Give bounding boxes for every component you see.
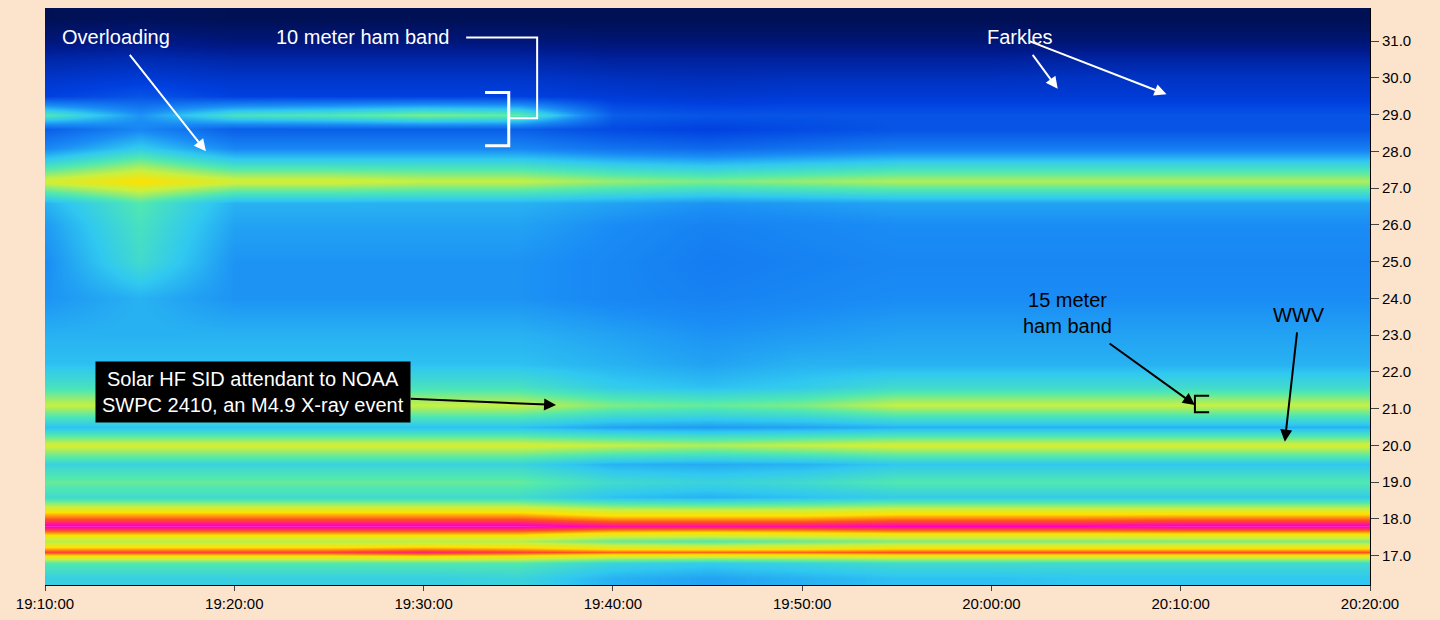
- svg-text:19:40:00: 19:40:00: [584, 595, 642, 612]
- svg-text:19:50:00: 19:50:00: [773, 595, 831, 612]
- svg-text:19.0: 19.0: [1382, 473, 1411, 490]
- svg-text:23.0: 23.0: [1382, 326, 1411, 343]
- svg-text:29.0: 29.0: [1382, 106, 1411, 123]
- svg-text:Solar HF SID attendant to NOAA: Solar HF SID attendant to NOAASWPC 2410,…: [102, 368, 404, 416]
- svg-text:17.0: 17.0: [1382, 547, 1411, 564]
- svg-text:Overloading: Overloading: [62, 26, 170, 48]
- svg-text:26.0: 26.0: [1382, 216, 1411, 233]
- svg-text:28.0: 28.0: [1382, 143, 1411, 160]
- svg-text:19:20:00: 19:20:00: [205, 595, 263, 612]
- svg-text:19:10:00: 19:10:00: [16, 595, 74, 612]
- svg-text:19:30:00: 19:30:00: [394, 595, 452, 612]
- svg-text:24.0: 24.0: [1382, 290, 1411, 307]
- svg-text:20:10:00: 20:10:00: [1152, 595, 1210, 612]
- svg-text:31.0: 31.0: [1382, 32, 1411, 49]
- svg-text:22.0: 22.0: [1382, 363, 1411, 380]
- svg-text:WWV: WWV: [1273, 304, 1325, 326]
- svg-text:27.0: 27.0: [1382, 179, 1411, 196]
- svg-text:Farkles: Farkles: [987, 26, 1053, 48]
- svg-text:10 meter ham band: 10 meter ham band: [276, 26, 449, 48]
- svg-text:20.0: 20.0: [1382, 437, 1411, 454]
- svg-text:20:00:00: 20:00:00: [962, 595, 1020, 612]
- svg-text:30.0: 30.0: [1382, 69, 1411, 86]
- svg-text:25.0: 25.0: [1382, 253, 1411, 270]
- svg-text:15 meterham band: 15 meterham band: [1023, 289, 1112, 337]
- svg-text:20:20:00: 20:20:00: [1341, 595, 1399, 612]
- svg-text:21.0: 21.0: [1382, 400, 1411, 417]
- svg-text:18.0: 18.0: [1382, 510, 1411, 527]
